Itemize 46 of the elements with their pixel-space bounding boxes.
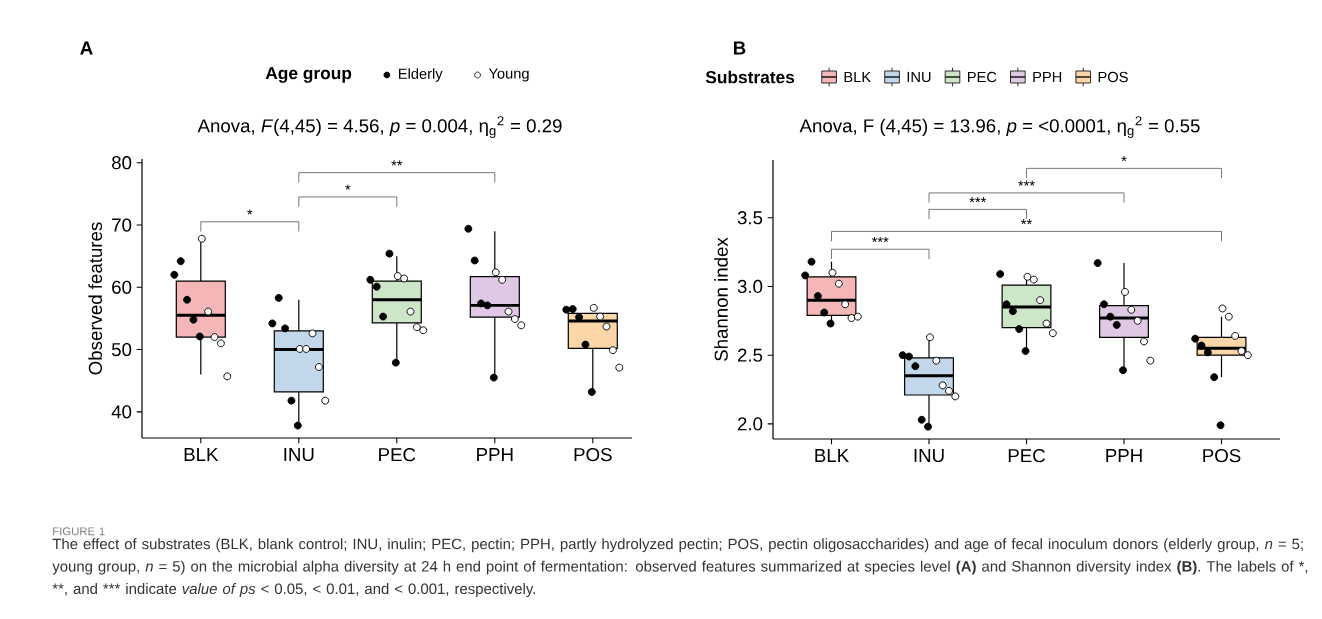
annotation: * [345,184,351,190]
x-tick-label: PEC [379,448,416,462]
category-label: INU [907,71,931,83]
category-label: BLK [844,71,871,83]
legend-label: Young [488,68,529,82]
y-tick-label: 50 [111,342,132,357]
text: **, [52,583,67,596]
annotation: *** [969,197,987,203]
chart-title: B [733,41,746,55]
annotation: *** [1018,180,1035,186]
y-tick-label: 2.0 [737,417,763,431]
y-tick-label: 70 [112,218,132,232]
chart-title: A [80,41,93,55]
annotation: * [1121,156,1127,162]
annotation: ** [1021,219,1032,225]
x-tick-label: BLK [184,448,219,461]
legend-label: Elderly [399,68,443,82]
chart-subtitle: Anova, F(4,45) = 4.56, p = 0.004, η$_{g}$$^{2}$ = 0.29 [197,116,562,138]
chart-subtitle: Anova, F (4,45) = 13.96, p = <0.0001, η$_{g}$$^{2}$ = 0.55 [799,116,1200,138]
x-tick-label: INU [284,448,314,462]
category-label: POS [1098,71,1128,83]
y-tick-label: 60 [112,280,132,294]
y-tick-label: 80 [112,156,132,170]
category-label: PPH [1033,71,1062,83]
legend-title: Age group [265,67,352,83]
caption: FIGURE 1 [53,527,105,536]
annotation: ** [391,160,403,166]
x-tick-label: PPH [1106,449,1142,462]
text: and *** [73,583,121,595]
y-tick-label: 3.0 [737,279,763,294]
y-axis-title: Observed features [88,222,103,375]
category-label: PEC [967,71,997,83]
y-tick-label: 3.5 [737,211,763,225]
x-tick-label: BLK [815,449,849,462]
annotation: *** [871,236,889,243]
x-tick-label: PPH [477,448,513,461]
y-tick-label: 2.5 [737,348,763,362]
x-tick-label: PEC [1008,449,1045,463]
y-axis-title: Shannon index [714,237,728,361]
legend-title: Substrates [705,70,795,84]
x-tick-label: INU [914,449,944,463]
annotation: * [247,209,253,215]
x-tick-label: POS [1203,449,1241,463]
x-tick-label: POS [574,448,612,462]
text: indicate value of ps < 0.05, < 0.01, and < 0.001, respectively. [126,583,535,597]
y-tick-label: 40 [111,405,132,419]
